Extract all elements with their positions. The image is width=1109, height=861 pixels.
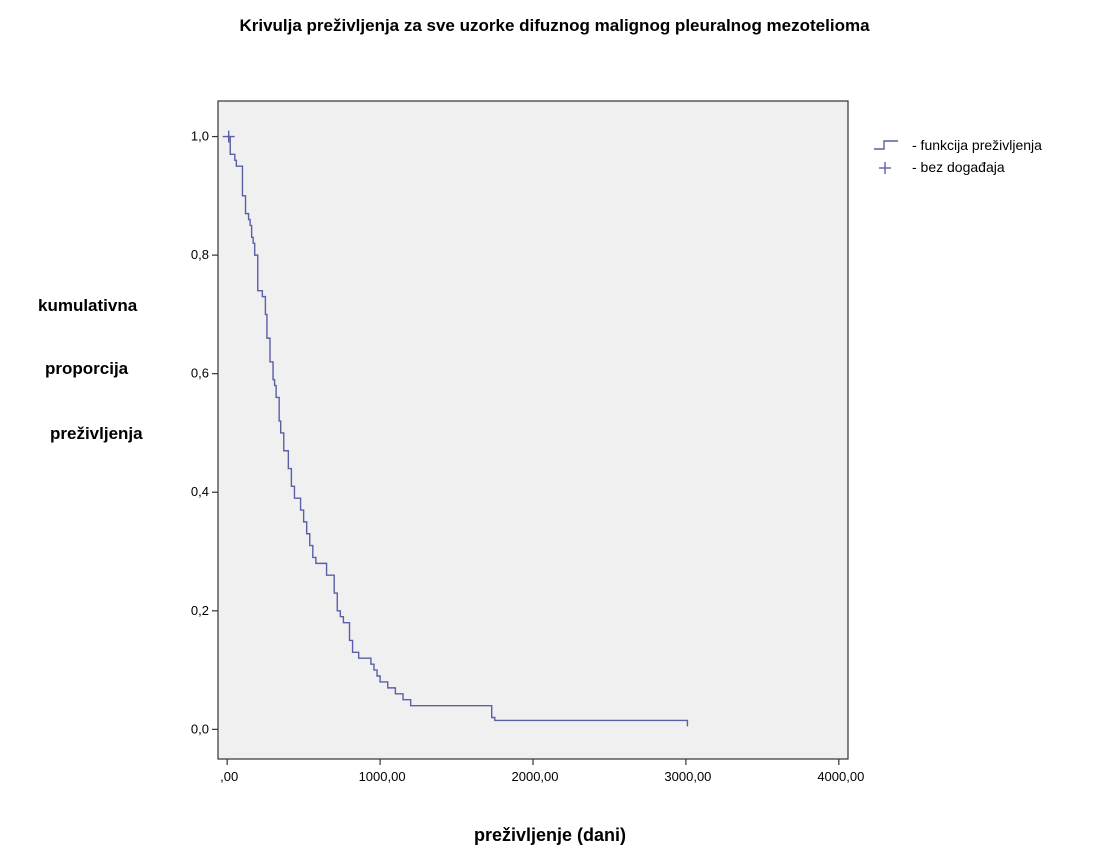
legend-plus-icon bbox=[879, 162, 891, 174]
x-tick-label: 4000,00 bbox=[817, 769, 864, 784]
chart-title: Krivulja preživljenja za sve uzorke difu… bbox=[239, 16, 870, 35]
censor-mark bbox=[222, 130, 235, 143]
x-axis-label: preživljenje (dani) bbox=[473, 825, 627, 845]
y-tick-label: 0,4 bbox=[191, 484, 209, 499]
y-tick-label: 0,0 bbox=[191, 721, 209, 736]
x-tick-label: 1000,00 bbox=[359, 769, 406, 784]
x-tick-label: 2000,00 bbox=[512, 769, 559, 784]
x-tick-label: 3000,00 bbox=[664, 769, 711, 784]
y-tick-label: 0,8 bbox=[191, 247, 209, 262]
legend-item-survival: - funkcija preživljenja bbox=[868, 136, 1042, 154]
censor-marks bbox=[222, 130, 235, 143]
y-axis: 0,0 0,2 0,4 0,6 0,8 1,0 bbox=[191, 129, 218, 736]
y-tick-label: 0,2 bbox=[191, 603, 209, 618]
y-tick-label: 1,0 bbox=[191, 129, 209, 144]
plot-area bbox=[217, 100, 849, 760]
x-tick-label: ,00 bbox=[220, 769, 238, 784]
y-tick-label: 0,6 bbox=[191, 366, 209, 381]
survival-curve bbox=[227, 135, 689, 727]
y-axis-label-line-3: preživljenja bbox=[50, 424, 143, 443]
legend-step-line-icon bbox=[874, 140, 898, 150]
legend-label-censored: - bez događaja bbox=[912, 159, 1005, 175]
legend-item-censored: - bez događaja bbox=[868, 158, 1005, 176]
y-axis-label-line-2: proporcija bbox=[45, 359, 129, 378]
x-axis: ,00 1000,00 2000,00 3000,00 4000,00 bbox=[220, 759, 864, 784]
y-axis-label-line-1: kumulativna bbox=[38, 296, 138, 315]
legend-label-survival: - funkcija preživljenja bbox=[912, 137, 1042, 153]
